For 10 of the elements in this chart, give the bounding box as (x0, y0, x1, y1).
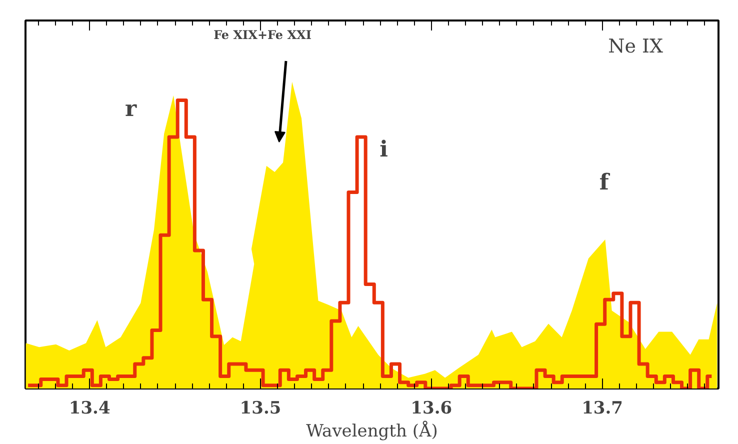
text: Ne IX (608, 35, 664, 58)
x-tick-label: 13.6 (410, 398, 452, 418)
annotation: f (599, 169, 610, 196)
x-axis-title: Wavelength (Å) (306, 420, 438, 442)
annotation: r (125, 96, 138, 122)
x-tick-label: 13.5 (240, 398, 282, 418)
annotation: i (380, 136, 388, 162)
x-tick-label: 13.4 (68, 398, 110, 418)
x-tick-label: 13.7 (582, 398, 623, 418)
text: Fe XIX+Fe XXI (214, 28, 312, 42)
